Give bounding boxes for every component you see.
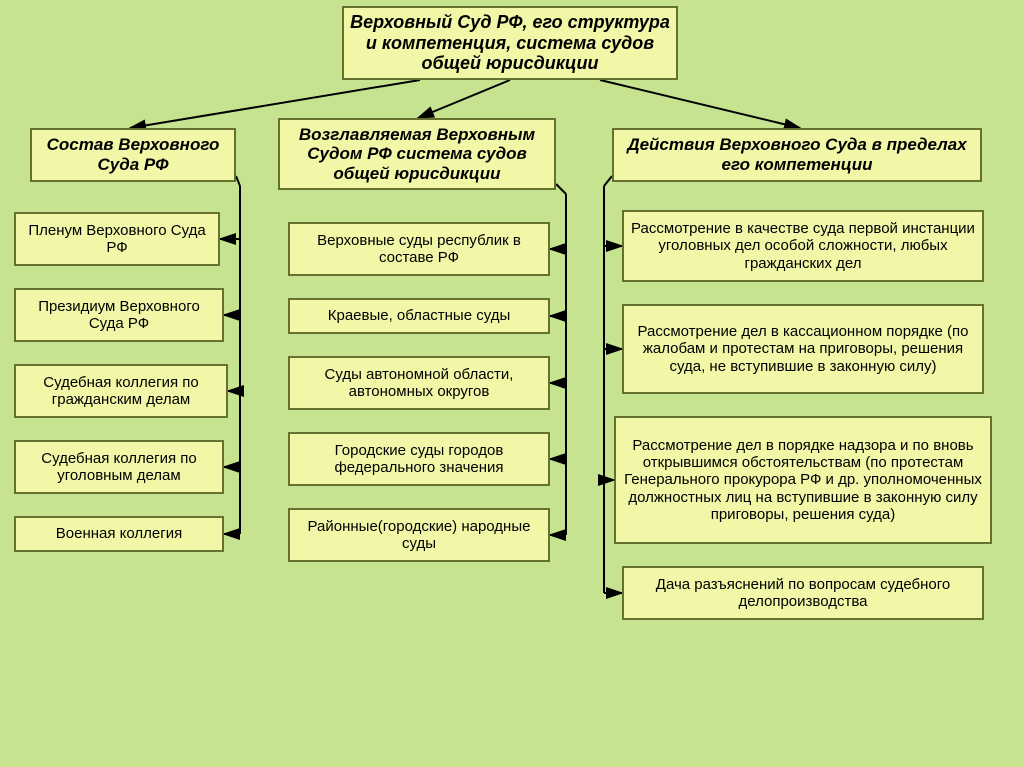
item-col2-2: Суды автономной области, автономных окру… bbox=[288, 356, 550, 410]
item-col1-0: Пленум Верховного Суда РФ bbox=[14, 212, 220, 266]
item-col2-4: Районные(городские) народные суды bbox=[288, 508, 550, 562]
item-col1-3: Судебная коллегия по уголовным делам bbox=[14, 440, 224, 494]
item-col3-3: Дача разъяснений по вопросам судебного д… bbox=[622, 566, 984, 620]
item-col3-0: Рассмотрение в качестве суда первой инст… bbox=[622, 210, 984, 282]
column-header-col2: Возглавляемая Верховным Судом РФ система… bbox=[278, 118, 556, 190]
column-header-col1: Состав Верховного Суда РФ bbox=[30, 128, 236, 182]
item-col3-2: Рассмотрение дел в порядке надзора и по … bbox=[614, 416, 992, 544]
item-col2-3: Городские суды городов федерального знач… bbox=[288, 432, 550, 486]
item-col3-1: Рассмотрение дел в кассационном порядке … bbox=[622, 304, 984, 394]
item-col1-2: Судебная коллегия по гражданским делам bbox=[14, 364, 228, 418]
root-box: Верховный Суд РФ, его структура и компет… bbox=[342, 6, 678, 80]
item-col1-4: Военная коллегия bbox=[14, 516, 224, 552]
item-col2-0: Верховные суды республик в составе РФ bbox=[288, 222, 550, 276]
column-header-col3: Действия Верховного Суда в пределах его … bbox=[612, 128, 982, 182]
item-col1-1: Президиум Верховного Суда РФ bbox=[14, 288, 224, 342]
item-col2-1: Краевые, областные суды bbox=[288, 298, 550, 334]
